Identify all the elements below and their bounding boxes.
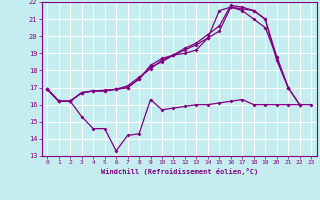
X-axis label: Windchill (Refroidissement éolien,°C): Windchill (Refroidissement éolien,°C) (100, 168, 258, 175)
